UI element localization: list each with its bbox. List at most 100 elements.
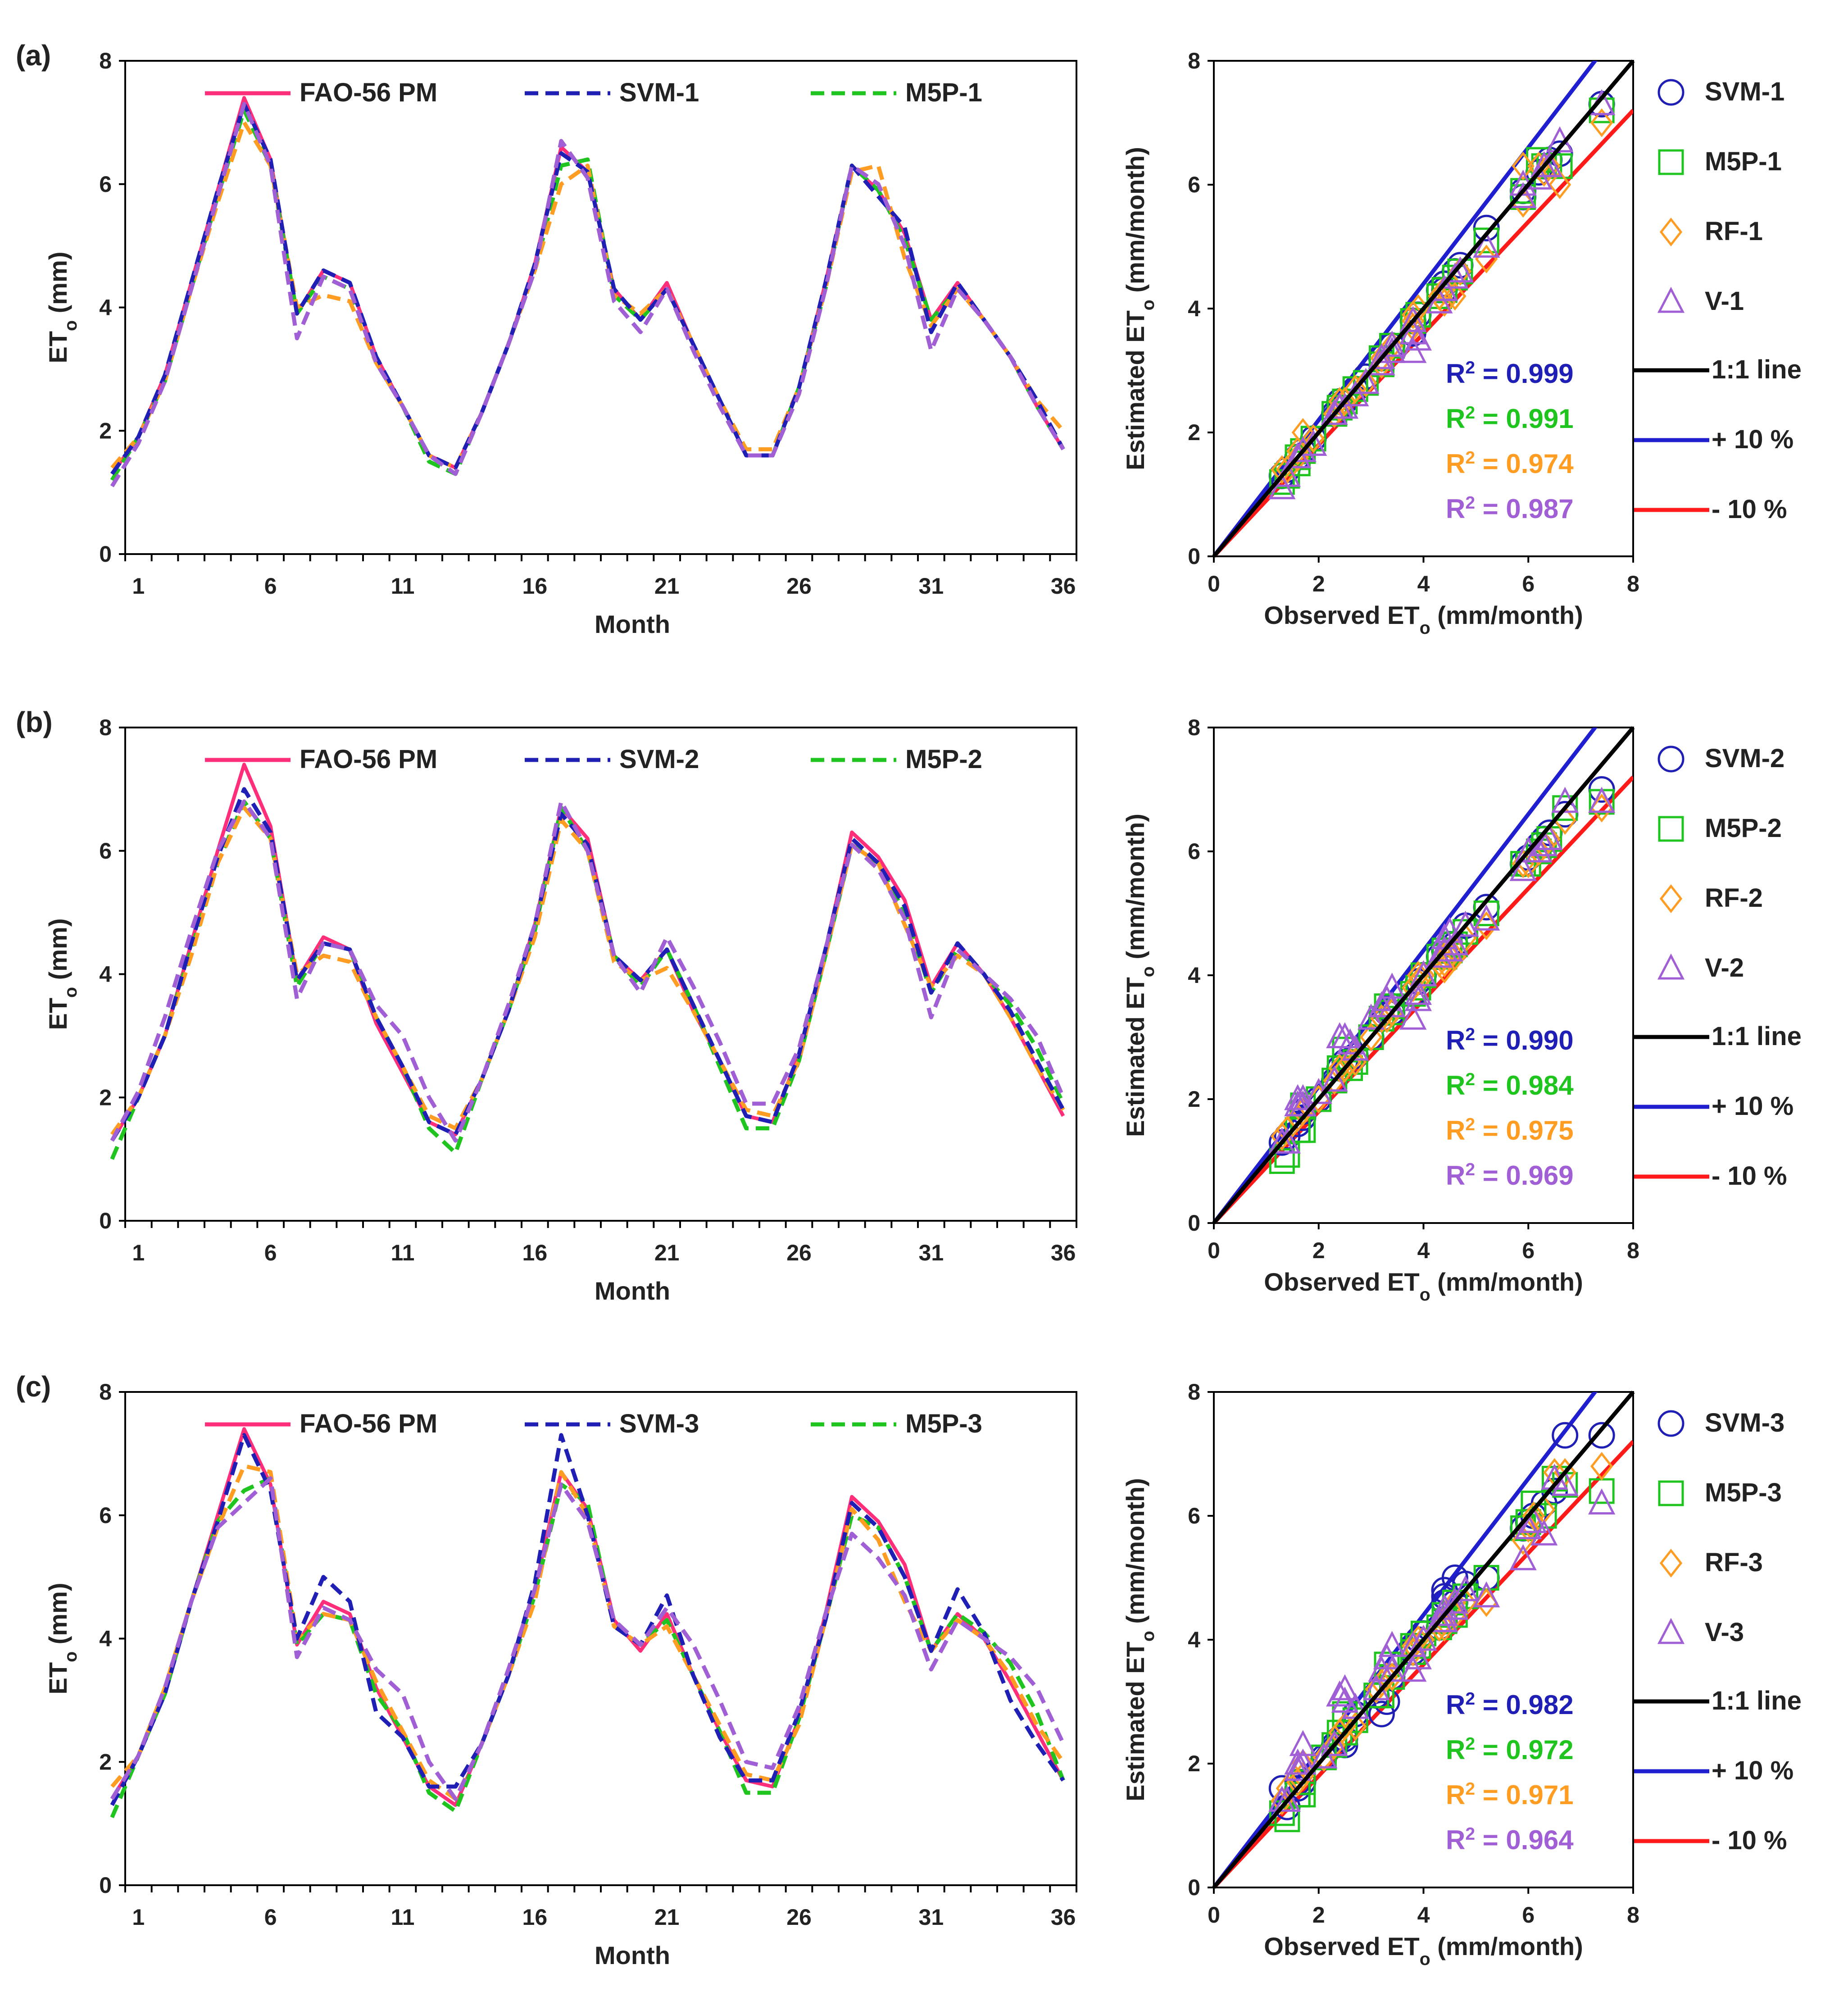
x-tick-label: 0 (1208, 571, 1220, 596)
scatter-point (1552, 1422, 1579, 1449)
x-tick-label: 8 (1627, 571, 1639, 596)
x-tick-label: 21 (654, 1240, 680, 1265)
legend-label: - 10 % (1712, 1161, 1787, 1191)
legend-label: RF-3 (1705, 1548, 1763, 1577)
scatter-point (1336, 1028, 1364, 1055)
x-tick-label: 0 (1208, 1238, 1220, 1263)
scatter-point (1399, 306, 1427, 332)
x-axis-title: Observed ETo (mm/month) (1264, 1932, 1583, 1969)
y-tick-label: 6 (99, 838, 112, 864)
legend-label: 1:1 line (1712, 1686, 1802, 1715)
legend-label: RF-1 (1705, 217, 1763, 246)
x-tick-label: 0 (1208, 1902, 1220, 1928)
y-tick-label: 6 (1188, 839, 1200, 864)
scatter-point (1354, 368, 1377, 398)
scatter-point (1378, 331, 1406, 357)
r2-annotation: R2 = 0.982 (1446, 1689, 1574, 1720)
legend-label: SVM-2 (1705, 744, 1784, 773)
x-axis-title: Month (595, 1277, 670, 1305)
x-tick-label: 16 (522, 1240, 548, 1265)
scatter-point (1473, 232, 1500, 258)
scatter-points (1268, 89, 1616, 500)
scatter-point (1399, 1003, 1427, 1030)
scatter-point (1475, 244, 1498, 274)
scatter-point (1588, 1488, 1616, 1514)
scatter-point (1473, 1581, 1500, 1608)
scatter-point (1368, 343, 1395, 369)
x-tick-label: 6 (264, 573, 277, 599)
scatter-point (1402, 306, 1425, 336)
legend-label: M5P-1 (905, 78, 982, 107)
legend-label: M5P-3 (1705, 1478, 1782, 1507)
series-line-svm-2 (110, 787, 1065, 1142)
y-tick-label: 4 (1188, 963, 1200, 988)
y-tick-label: 0 (1188, 1210, 1200, 1236)
legend-label: - 10 % (1712, 1826, 1787, 1855)
x-tick-label: 36 (1051, 573, 1076, 599)
legend-label: V-3 (1705, 1618, 1744, 1647)
y-tick-label: 4 (99, 295, 112, 320)
scatter-point (1433, 275, 1456, 305)
scatter-point (1552, 795, 1578, 821)
legend-marker (1658, 1480, 1684, 1506)
y-tick-label: 2 (99, 1085, 112, 1110)
r2-annotation: R2 = 0.964 (1446, 1824, 1574, 1855)
r2-annotation: R2 = 0.991 (1446, 403, 1574, 434)
scatter-point (1590, 108, 1613, 137)
legend-label: V-1 (1705, 286, 1744, 316)
y-tick-label: 2 (99, 418, 112, 443)
series-line-fao-56-pm (110, 763, 1065, 1142)
scatter-point (1551, 1469, 1579, 1496)
scatter-point (1289, 1730, 1317, 1756)
scatter-point (1321, 399, 1348, 425)
x-tick-label: 6 (264, 1905, 277, 1930)
x-tick-label: 4 (1417, 1902, 1430, 1928)
plot-frame (124, 60, 1077, 555)
y-tick-label: 4 (99, 962, 112, 987)
legend-label: SVM-2 (619, 745, 699, 774)
x-tick-label: 2 (1312, 1238, 1325, 1263)
scatter-point (1530, 830, 1558, 856)
scatter-point (1368, 1701, 1395, 1728)
scatter-chart-1: 00 2 2 4 4 6 6 8 8 Observed ETo (mm/month) Estimat… (1121, 48, 1802, 638)
legend-label: 1:1 line (1712, 1022, 1802, 1051)
scatter-point (1344, 1047, 1367, 1077)
scatter-point (1289, 1084, 1317, 1110)
x-tick-label: 4 (1417, 1238, 1430, 1263)
scatter-point (1509, 855, 1537, 881)
r2-annotation: R2 = 0.972 (1446, 1734, 1574, 1765)
scatter-point (1284, 1090, 1312, 1117)
scatter-point (1410, 1624, 1437, 1651)
y-tick-label: 2 (1188, 1087, 1200, 1112)
series-line-v-3 (110, 1476, 1065, 1801)
y-tick-label: 0 (1188, 1875, 1200, 1900)
x-tick-label: 21 (654, 573, 680, 599)
scatter-point (1333, 1054, 1357, 1083)
x-tick-label: 16 (522, 1905, 548, 1930)
scatter-point (1321, 1730, 1348, 1756)
x-tick-label: 8 (1627, 1238, 1639, 1263)
scatter-point (1588, 1422, 1615, 1449)
legend-label: SVM-1 (1705, 77, 1784, 106)
x-axis-title: Observed ETo (mm/month) (1264, 1268, 1583, 1305)
scatter-point (1291, 418, 1315, 447)
y-tick-label: 8 (99, 48, 112, 73)
x-tick-label: 16 (522, 573, 548, 599)
legend-label: SVM-1 (619, 78, 699, 107)
scatter-point (1302, 424, 1325, 453)
scatter-point (1520, 1507, 1548, 1533)
r2-annotation: R2 = 0.971 (1446, 1779, 1574, 1810)
legend-label: FAO-56 PM (300, 78, 437, 107)
x-tick-label: 31 (919, 573, 944, 599)
scatter-point (1323, 1730, 1346, 1760)
scatter-point (1321, 1065, 1348, 1092)
legend-label: + 10 % (1712, 425, 1794, 454)
series-line-v-2 (110, 799, 1065, 1143)
legend-marker (1657, 286, 1685, 313)
legend-marker (1657, 953, 1685, 980)
legend-marker (1657, 746, 1685, 773)
scatter-point (1326, 1680, 1353, 1707)
